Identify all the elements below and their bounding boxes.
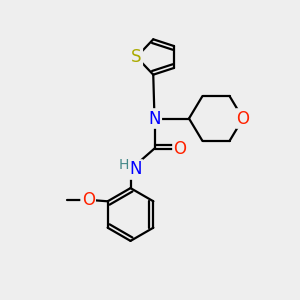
Text: N: N: [130, 160, 142, 178]
Text: O: O: [173, 140, 187, 158]
Text: O: O: [236, 110, 250, 128]
Text: S: S: [131, 48, 142, 66]
Text: N: N: [148, 110, 161, 128]
Text: O: O: [82, 191, 94, 209]
Text: H: H: [119, 158, 129, 172]
